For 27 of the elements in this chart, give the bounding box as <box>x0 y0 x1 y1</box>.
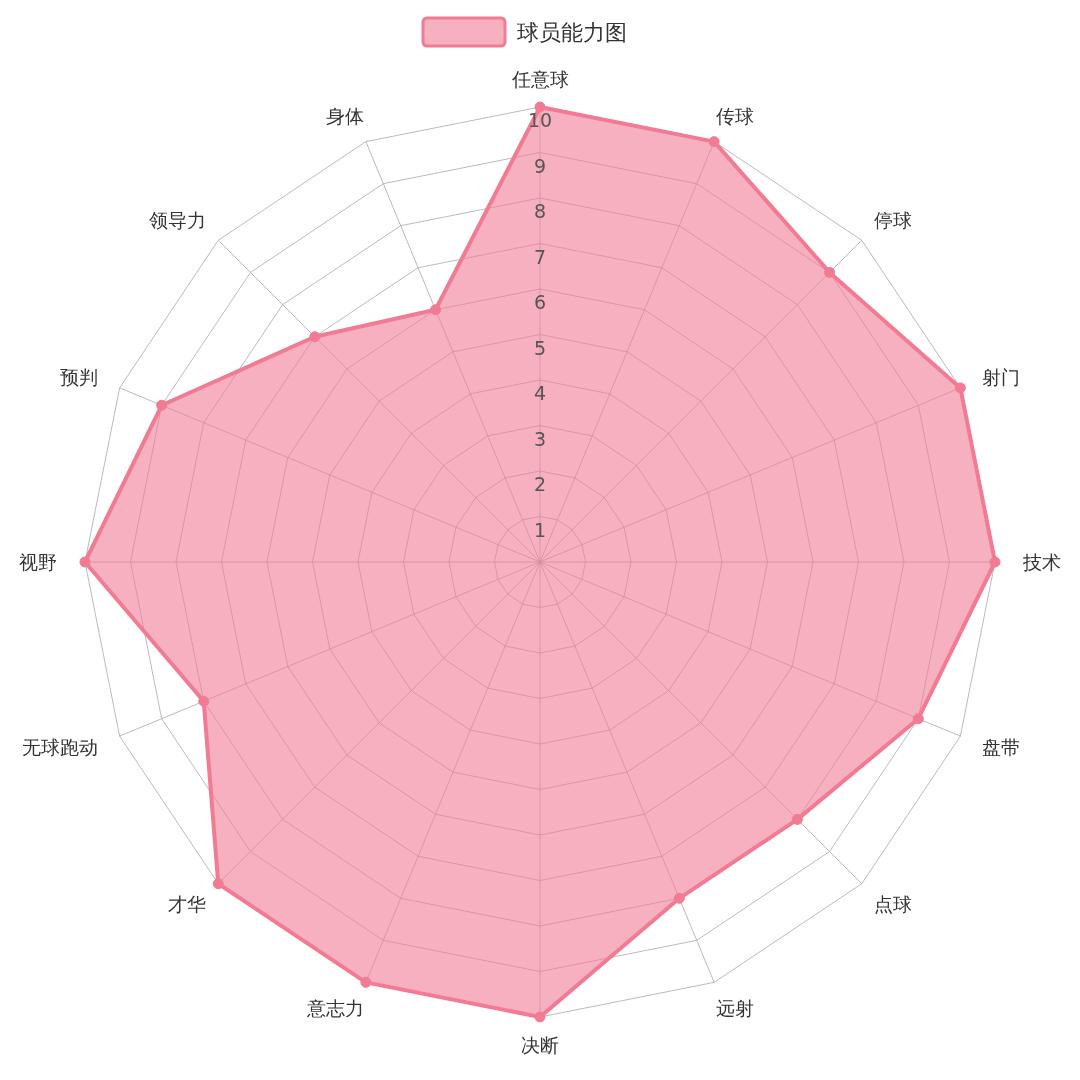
spoke-label: 视野 <box>19 551 57 573</box>
spoke-label: 决断 <box>521 1034 559 1056</box>
y-tick-label: 2 <box>533 473 547 495</box>
spoke-label: 停球 <box>874 209 913 232</box>
spoke-label: 盘带 <box>982 735 1021 758</box>
y-tick-label: 10 <box>527 109 553 131</box>
spoke-label: 射门 <box>982 366 1021 389</box>
spoke-label: 意志力 <box>306 997 365 1020</box>
spoke-label: 技术 <box>1022 551 1061 573</box>
y-tick-label: 9 <box>533 154 547 177</box>
y-tick-label: 6 <box>533 291 547 313</box>
y-tick-label: 4 <box>533 382 547 404</box>
y-tick-label: 3 <box>533 427 547 450</box>
spoke-label: 身体 <box>326 104 365 127</box>
y-tick-label: 8 <box>533 200 547 222</box>
legend-label: 球员能力图 <box>517 20 627 45</box>
y-tick-label: 5 <box>533 336 547 359</box>
spoke-label: 传球 <box>715 104 754 127</box>
spoke-label: 点球 <box>874 892 913 915</box>
spoke-label: 远射 <box>715 997 754 1020</box>
y-tick-label: 1 <box>533 518 547 541</box>
spoke-label: 任意球 <box>510 68 569 90</box>
spoke-label: 无球跑动 <box>21 735 98 758</box>
y-tick-label: 7 <box>533 245 547 268</box>
spoke-label: 领导力 <box>148 209 206 232</box>
spoke-label: 才华 <box>167 892 206 915</box>
spoke-label: 预判 <box>59 366 98 389</box>
